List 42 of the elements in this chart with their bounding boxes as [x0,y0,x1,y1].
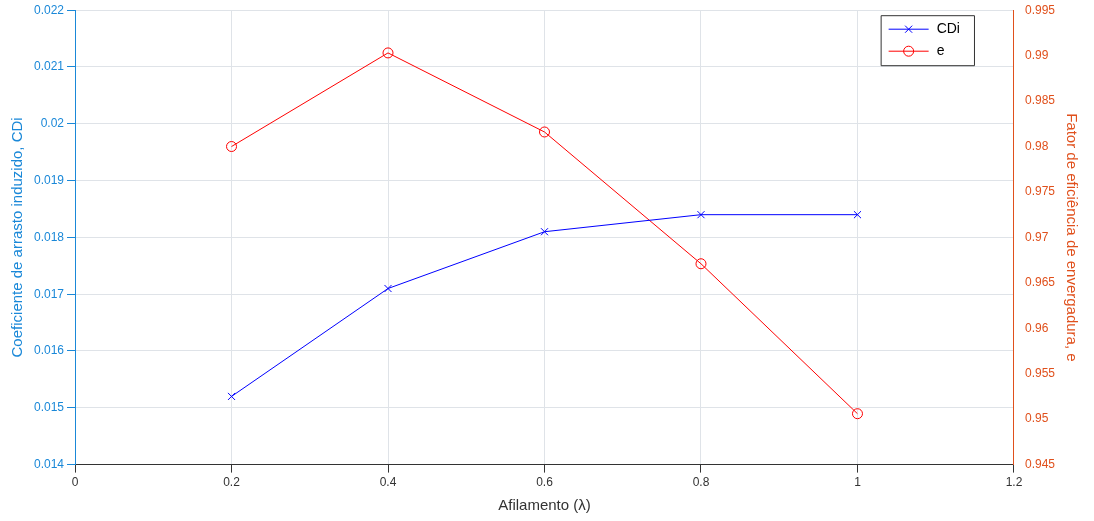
y2-tick-label: 0.995 [1024,2,1056,17]
x-tick-label: 1.2 [1005,475,1023,490]
y2-tick-label: 0.95 [1024,411,1049,426]
y-tick-label: 0.017 [34,286,65,301]
y-tick-label: 0.018 [34,229,65,244]
y-tick-label: 0.021 [34,59,65,74]
y2-tick-label: 0.99 [1024,47,1049,62]
point [851,408,863,420]
y2-tick-label: 0.97 [1024,229,1049,244]
point [853,210,862,219]
point [540,227,549,236]
x-tick-label: 0.4 [379,475,397,490]
x-tick-label: 1 [854,475,862,490]
legend-label: e [936,42,945,59]
y2-tick-label: 0.955 [1024,366,1056,381]
y-tick-label: 0.022 [34,2,65,17]
point [383,284,393,293]
y-tick-label: 0.019 [34,172,65,187]
point [695,258,707,270]
point [227,392,236,401]
y2-tick-label: 0.96 [1024,320,1049,335]
x-tick-label: 0.8 [692,475,710,490]
x-tick-label: 0.6 [536,475,554,490]
y-axis-title: Coeficiente de arrasto induzido, CDi [8,117,26,358]
x-tick-label: 0.2 [223,475,241,490]
y-tick-label: 0.014 [34,456,65,471]
y2-tick-label: 0.965 [1024,275,1056,290]
point [696,210,706,219]
point [539,126,550,138]
y2-tick-label: 0.985 [1024,93,1056,108]
point [226,141,238,153]
y2-tick-label: 0.975 [1024,184,1056,199]
point [382,47,394,59]
x-axis-title: Afilamento (λ) [498,496,591,514]
y-tick-label: 0.015 [34,400,65,415]
x-tick-label: 0 [71,475,79,490]
y-tick-label: 0.02 [40,116,65,131]
y2-axis-title: Fator de eficiência de envergadura, e [1063,113,1081,362]
y-tick-label: 0.016 [34,343,65,358]
legend-label: CDi [936,20,960,37]
y2-tick-label: 0.945 [1024,456,1056,471]
y2-tick-label: 0.98 [1024,138,1049,153]
